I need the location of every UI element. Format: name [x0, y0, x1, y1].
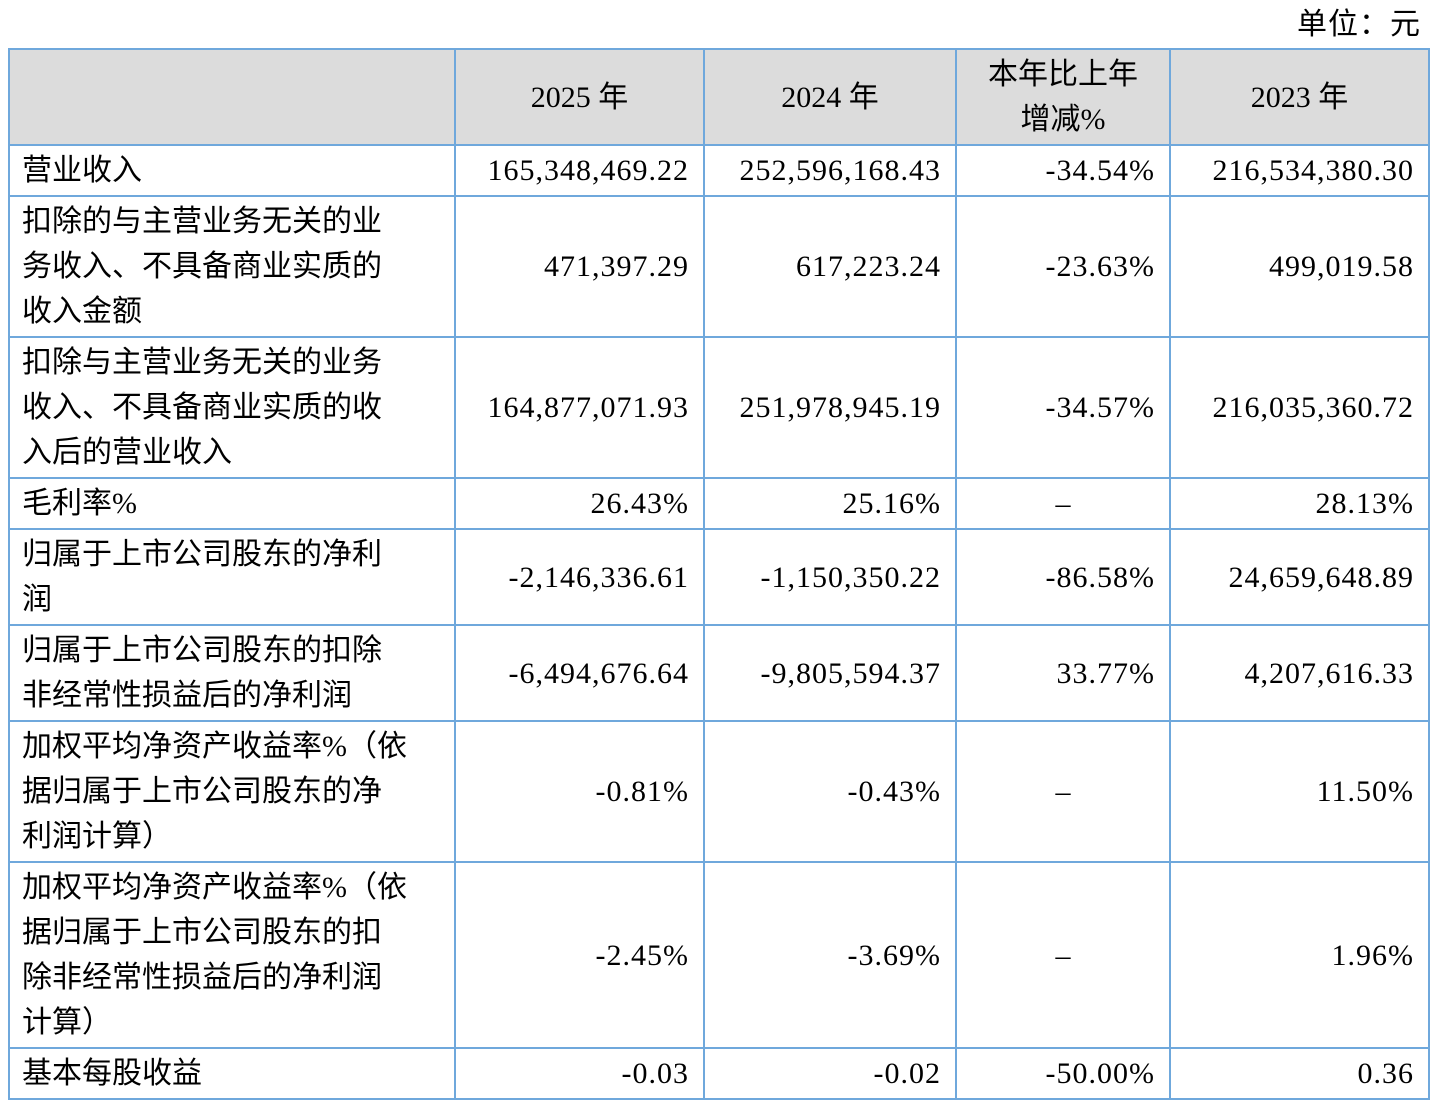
row-label: 归属于上市公司股东的净利 润	[8, 528, 456, 626]
table-body: 营业收入 165,348,469.22 252,596,168.43 -34.5…	[8, 144, 1430, 1100]
header-row: 2025 年 2024 年 本年比上年 增减% 2023 年	[8, 48, 1430, 146]
cell-2023: 11.50%	[1169, 720, 1430, 863]
table-row: 归属于上市公司股东的扣除 非经常性损益后的净利润 -6,494,676.64 -…	[8, 624, 1430, 722]
cell-2024: -0.43%	[703, 720, 957, 863]
cell-2023: 499,019.58	[1169, 195, 1430, 338]
col-header-2025: 2025 年	[454, 48, 705, 146]
table-row: 扣除的与主营业务无关的业 务收入、不具备商业实质的 收入金额 471,397.2…	[8, 195, 1430, 338]
cell-2023: 0.36	[1169, 1047, 1430, 1100]
table-row: 归属于上市公司股东的净利 润 -2,146,336.61 -1,150,350.…	[8, 528, 1430, 626]
cell-yoy-change: -34.54%	[955, 144, 1171, 197]
unit-label: 单位：元	[1297, 8, 1421, 41]
cell-2025: 164,877,071.93	[454, 336, 705, 479]
row-label: 扣除与主营业务无关的业务 收入、不具备商业实质的收 入后的营业收入	[8, 336, 456, 479]
row-label: 营业收入	[8, 144, 456, 197]
table-row: 基本每股收益 -0.03 -0.02 -50.00% 0.36	[8, 1047, 1430, 1100]
cell-2023: 1.96%	[1169, 861, 1430, 1049]
cell-yoy-change: -34.57%	[955, 336, 1171, 479]
table-row: 营业收入 165,348,469.22 252,596,168.43 -34.5…	[8, 144, 1430, 197]
col-header-2024: 2024 年	[703, 48, 957, 146]
row-label: 加权平均净资产收益率%（依 据归属于上市公司股东的净 利润计算）	[8, 720, 456, 863]
cell-yoy-change: –	[955, 720, 1171, 863]
financial-summary-table: 2025 年 2024 年 本年比上年 增减% 2023 年 营业收入 165,…	[8, 48, 1430, 1100]
col-header-indicator	[8, 48, 456, 146]
cell-2023: 216,534,380.30	[1169, 144, 1430, 197]
row-label: 归属于上市公司股东的扣除 非经常性损益后的净利润	[8, 624, 456, 722]
cell-2023: 28.13%	[1169, 477, 1430, 530]
cell-2023: 216,035,360.72	[1169, 336, 1430, 479]
cell-2025: 471,397.29	[454, 195, 705, 338]
cell-2025: 165,348,469.22	[454, 144, 705, 197]
cell-2024: -3.69%	[703, 861, 957, 1049]
cell-2025: 26.43%	[454, 477, 705, 530]
table-row: 加权平均净资产收益率%（依 据归属于上市公司股东的扣 除非经常性损益后的净利润 …	[8, 861, 1430, 1049]
cell-2025: -0.03	[454, 1047, 705, 1100]
cell-2024: -1,150,350.22	[703, 528, 957, 626]
cell-2024: 617,223.24	[703, 195, 957, 338]
col-header-yoy-change: 本年比上年 增减%	[955, 48, 1171, 146]
row-label: 基本每股收益	[8, 1047, 456, 1100]
cell-2025: -2.45%	[454, 861, 705, 1049]
table-row: 毛利率% 26.43% 25.16% – 28.13%	[8, 477, 1430, 530]
cell-2024: 252,596,168.43	[703, 144, 957, 197]
cell-2025: -0.81%	[454, 720, 705, 863]
cell-yoy-change: –	[955, 861, 1171, 1049]
cell-2025: -2,146,336.61	[454, 528, 705, 626]
cell-yoy-change: -50.00%	[955, 1047, 1171, 1100]
cell-yoy-change: -86.58%	[955, 528, 1171, 626]
cell-2023: 4,207,616.33	[1169, 624, 1430, 722]
cell-2024: 251,978,945.19	[703, 336, 957, 479]
table-row: 扣除与主营业务无关的业务 收入、不具备商业实质的收 入后的营业收入 164,87…	[8, 336, 1430, 479]
row-label: 扣除的与主营业务无关的业 务收入、不具备商业实质的 收入金额	[8, 195, 456, 338]
cell-2024: -9,805,594.37	[703, 624, 957, 722]
row-label: 毛利率%	[8, 477, 456, 530]
row-label: 加权平均净资产收益率%（依 据归属于上市公司股东的扣 除非经常性损益后的净利润 …	[8, 861, 456, 1049]
cell-2023: 24,659,648.89	[1169, 528, 1430, 626]
cell-yoy-change: 33.77%	[955, 624, 1171, 722]
cell-yoy-change: -23.63%	[955, 195, 1171, 338]
col-header-2023: 2023 年	[1169, 48, 1430, 146]
cell-2025: -6,494,676.64	[454, 624, 705, 722]
cell-yoy-change: –	[955, 477, 1171, 530]
cell-2024: 25.16%	[703, 477, 957, 530]
table-row: 加权平均净资产收益率%（依 据归属于上市公司股东的净 利润计算） -0.81% …	[8, 720, 1430, 863]
cell-2024: -0.02	[703, 1047, 957, 1100]
